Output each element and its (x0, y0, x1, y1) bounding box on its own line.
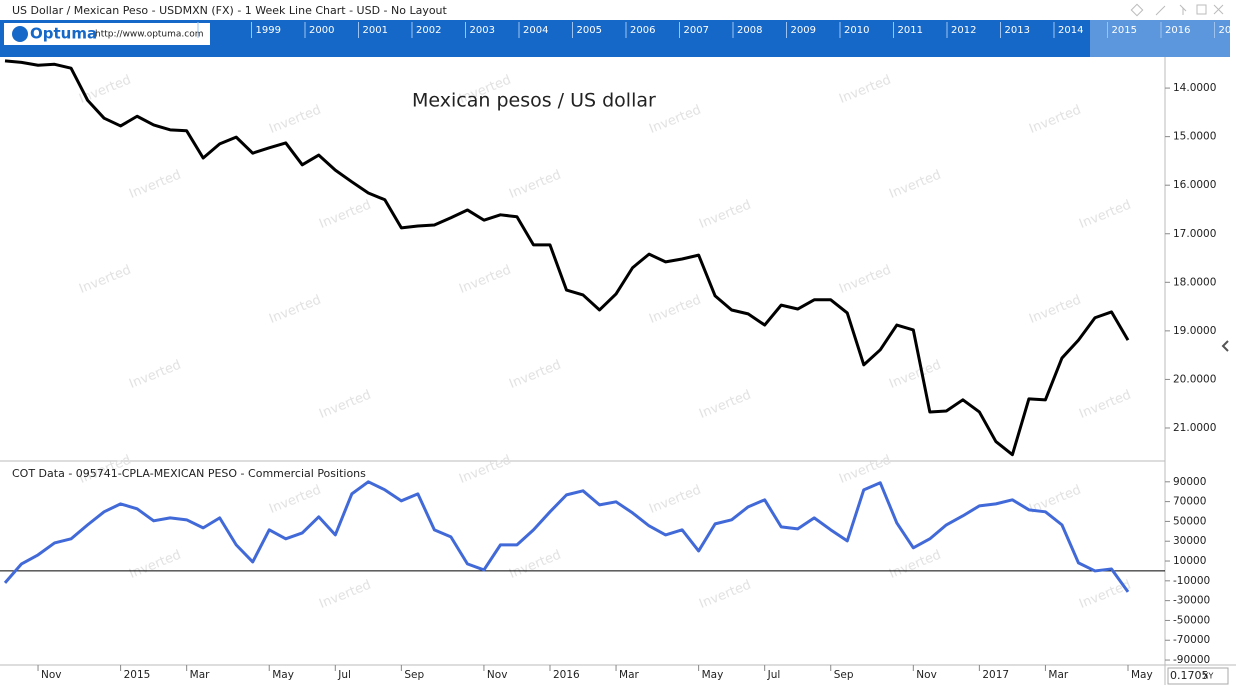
overview-year: 2013 (1005, 25, 1030, 36)
overview-year: 2007 (684, 25, 709, 36)
y-tick-label: -90000 (1173, 654, 1210, 666)
overview-window[interactable] (1090, 20, 1230, 57)
overview-year: 201 (1219, 25, 1236, 36)
y-tick-label: 14.0000 (1173, 82, 1216, 94)
y-tick-label: -10000 (1173, 575, 1210, 587)
overview-year: 2008 (737, 25, 762, 36)
plots: 14.0000 15.0000 16.0000 17.0000 18.0000 19.00… (0, 59, 1216, 681)
icon[interactable] (1130, 3, 1144, 17)
y-tick-label: 15.0000 (1173, 131, 1216, 143)
scroll-arrow[interactable] (1221, 340, 1229, 352)
overview-years: 8 1999 2000 2001 2002 2003 2004 2005 2006 2007 200… (197, 22, 1236, 38)
y-tick-label: 90000 (1173, 476, 1206, 488)
overview-year: 2006 (630, 25, 655, 36)
y-tick-label: 20.0000 (1173, 373, 1216, 385)
x-tick-label: Nov (487, 669, 508, 681)
overview-year: 2015 (1112, 25, 1137, 36)
annotation: Mexican pesos / US dollar (412, 90, 656, 112)
overview-year: 2004 (523, 25, 548, 36)
data-line (3, 480, 1130, 593)
x-tick-label: 2017 (982, 669, 1009, 681)
icon[interactable] (1179, 4, 1187, 15)
overview-year: 2003 (470, 25, 495, 36)
overview-year: 2005 (577, 25, 602, 36)
panel-title: COT Data - 095741-CPLA-MEXICAN PESO - Co… (12, 467, 366, 480)
logo-icon (12, 26, 28, 42)
overview-year: 2016 (1165, 25, 1190, 36)
overview-year: 2011 (898, 25, 923, 36)
y-tick-label: 70000 (1173, 496, 1206, 508)
y-tick-label: 16.0000 (1173, 179, 1216, 191)
y-tick-label: -50000 (1173, 614, 1210, 626)
logo-box (4, 23, 210, 45)
window-icons (1130, 3, 1224, 17)
x-tick-label: May (272, 669, 294, 681)
overview-year: 2002 (416, 25, 441, 36)
y-tick-label: -30000 (1173, 595, 1210, 607)
icon[interactable] (1155, 5, 1166, 16)
x-tick-label: Nov (41, 669, 62, 681)
y-tick-label: 18.0000 (1173, 276, 1216, 288)
x-tick-label: Nov (916, 669, 937, 681)
overview-year: 8 (202, 25, 208, 36)
x-tick-label: May (702, 669, 724, 681)
readout-value: 0.1705 (1170, 669, 1209, 682)
overview-year: 1999 (256, 25, 281, 36)
overview-year: 2014 (1058, 25, 1083, 36)
y-tick-label: 10000 (1173, 555, 1206, 567)
overview-year: 2009 (791, 25, 816, 36)
y-tick-label: 17.0000 (1173, 228, 1216, 240)
x-tick-label: Jul (337, 669, 351, 681)
y-tick-label: -70000 (1173, 634, 1210, 646)
overview-year: 2012 (951, 25, 976, 36)
x-tick-label: Mar (190, 669, 210, 681)
x-tick-label: Sep (834, 669, 854, 681)
overview-year: 2010 (844, 25, 869, 36)
data-line (4, 59, 1130, 457)
logo-url: http://www.optuma.com (95, 30, 204, 40)
overview-year: 2000 (309, 25, 334, 36)
x-tick-label: May (1131, 669, 1153, 681)
readout-mode: XY (1203, 672, 1213, 681)
icon[interactable] (1196, 4, 1207, 15)
y-tick-label: 19.0000 (1173, 325, 1216, 337)
x-tick-label: Sep (404, 669, 424, 681)
logo: Optuma (30, 25, 97, 43)
window-title: US Dollar / Mexican Peso - USDMXN (FX) -… (12, 4, 448, 17)
y-tick-label: 50000 (1173, 515, 1206, 527)
y-tick-label: 21.0000 (1173, 422, 1216, 434)
x-tick-label: Jul (767, 669, 781, 681)
x-tick-label: Mar (1048, 669, 1068, 681)
x-tick-label: 2015 (124, 669, 151, 681)
overview-year: 2001 (363, 25, 388, 36)
readout-box (1167, 667, 1229, 685)
x-tick-label: Mar (619, 669, 639, 681)
icon[interactable] (1213, 4, 1224, 15)
x-tick-label: 2016 (553, 669, 580, 681)
y-tick-label: 30000 (1173, 535, 1206, 547)
